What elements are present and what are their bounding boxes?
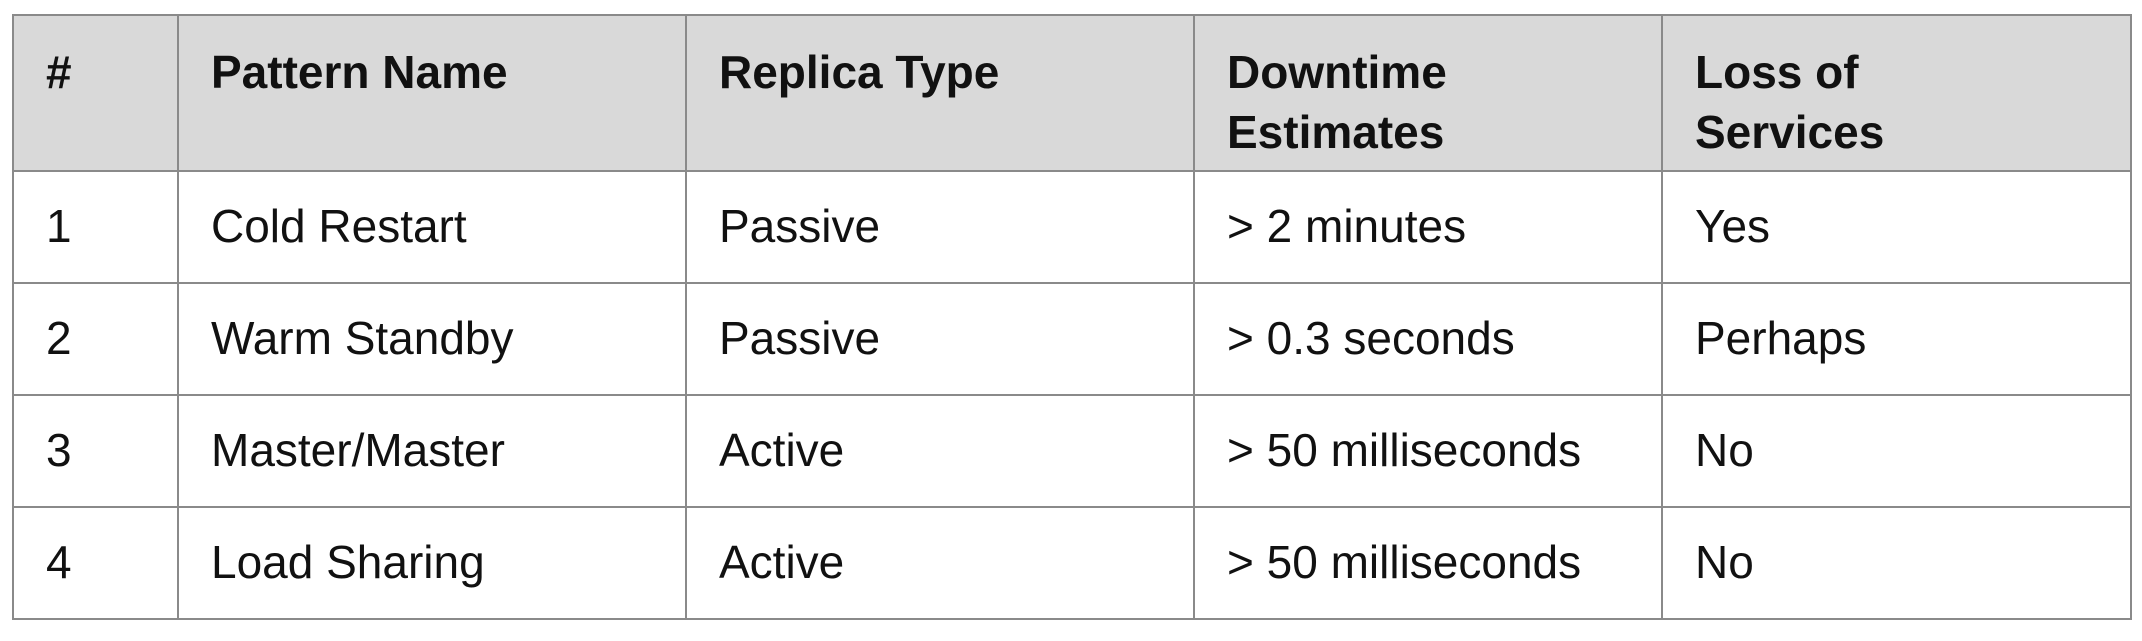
cell-downtime-estimate: > 50 milliseconds	[1193, 394, 1663, 508]
table-row: 2 Warm Standby Passive > 0.3 seconds Per…	[12, 282, 2132, 396]
cell-pattern-name: Load Sharing	[177, 506, 687, 620]
cell-downtime-estimate: > 50 milliseconds	[1193, 506, 1663, 620]
cell-replica-type: Passive	[685, 170, 1195, 284]
replication-patterns-table-container: # Pattern Name Replica Type Downtime Est…	[12, 14, 2132, 620]
cell-pattern-name: Warm Standby	[177, 282, 687, 396]
cell-number: 2	[12, 282, 179, 396]
cell-loss-of-services: No	[1661, 506, 2132, 620]
table-row: 1 Cold Restart Passive > 2 minutes Yes	[12, 170, 2132, 284]
table-row: 3 Master/Master Active > 50 milliseconds…	[12, 394, 2132, 508]
cell-downtime-estimate: > 2 minutes	[1193, 170, 1663, 284]
cell-pattern-name: Master/Master	[177, 394, 687, 508]
cell-downtime-estimate: > 0.3 seconds	[1193, 282, 1663, 396]
replication-patterns-table: # Pattern Name Replica Type Downtime Est…	[12, 14, 2132, 620]
header-loss-of-services: Loss of Services	[1661, 14, 2132, 172]
cell-number: 4	[12, 506, 179, 620]
table-header-row: # Pattern Name Replica Type Downtime Est…	[12, 14, 2132, 172]
header-downtime-estimates: Downtime Estimates	[1193, 14, 1663, 172]
header-replica-type: Replica Type	[685, 14, 1195, 172]
cell-number: 1	[12, 170, 179, 284]
cell-replica-type: Passive	[685, 282, 1195, 396]
cell-number: 3	[12, 394, 179, 508]
header-pattern-name: Pattern Name	[177, 14, 687, 172]
cell-loss-of-services: Yes	[1661, 170, 2132, 284]
cell-replica-type: Active	[685, 394, 1195, 508]
cell-loss-of-services: No	[1661, 394, 2132, 508]
cell-pattern-name: Cold Restart	[177, 170, 687, 284]
cell-loss-of-services: Perhaps	[1661, 282, 2132, 396]
table-row: 4 Load Sharing Active > 50 milliseconds …	[12, 506, 2132, 620]
cell-replica-type: Active	[685, 506, 1195, 620]
header-number: #	[12, 14, 179, 172]
